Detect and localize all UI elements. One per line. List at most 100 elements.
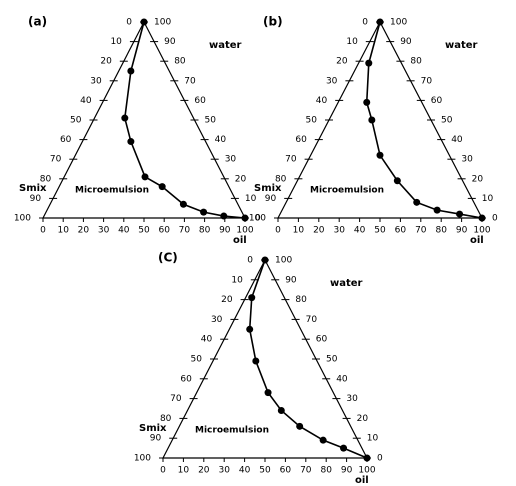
data-point bbox=[340, 444, 348, 452]
smix-tick-label: 80 bbox=[275, 174, 287, 184]
smix-tick-label: 50 bbox=[191, 355, 203, 365]
water-tick-label: 0 bbox=[492, 214, 498, 224]
data-point bbox=[376, 151, 384, 159]
smix-tick-label: 0 bbox=[247, 256, 253, 266]
data-point bbox=[261, 256, 269, 264]
smix-tick-label: 0 bbox=[126, 18, 132, 28]
oil-tick-label: 70 bbox=[300, 466, 312, 476]
oil-tick-label: 40 bbox=[354, 226, 366, 236]
oil-tick-label: 20 bbox=[313, 226, 325, 236]
smix-tick-label: 20 bbox=[100, 57, 112, 67]
smix-tick-label: 20 bbox=[336, 57, 348, 67]
annotation: Microemulsion bbox=[195, 426, 269, 436]
water-tick-label: 80 bbox=[410, 57, 422, 67]
oil-tick-label: 10 bbox=[57, 226, 69, 236]
data-point bbox=[252, 357, 260, 365]
water-tick-label: 100 bbox=[154, 18, 171, 28]
data-point bbox=[368, 116, 376, 124]
water-tick-label: 100 bbox=[390, 18, 407, 28]
oil-tick-label: 60 bbox=[280, 466, 292, 476]
oil-tick-label: 80 bbox=[435, 226, 447, 236]
smix-tick-label: 40 bbox=[316, 96, 328, 106]
water-tick-label: 40 bbox=[336, 374, 348, 384]
data-point bbox=[220, 212, 228, 220]
oil-tick-label: 100 bbox=[473, 226, 490, 236]
oil-tick-label: 70 bbox=[415, 226, 427, 236]
boundary-line bbox=[365, 21, 483, 219]
data-point bbox=[478, 214, 486, 222]
oil-tick-label: 60 bbox=[158, 226, 170, 236]
ternary-panel: (b) 0 0 0 10 10 10 20 20 20 30 30 30 40 40 40 50 50 50 60 60… bbox=[249, 15, 498, 247]
data-point bbox=[121, 114, 129, 122]
water-tick-label: 20 bbox=[472, 174, 484, 184]
water-tick-label: 90 bbox=[285, 275, 297, 285]
oil-tick-label: 30 bbox=[333, 226, 345, 236]
data-point bbox=[433, 206, 441, 214]
smix-tick-label: 80 bbox=[160, 414, 172, 424]
smix-tick-label: 10 bbox=[346, 37, 358, 47]
smix-label: Smix bbox=[139, 423, 167, 434]
water-tick-label: 60 bbox=[194, 96, 206, 106]
water-tick-label: 10 bbox=[367, 434, 379, 444]
smix-tick-label: 70 bbox=[285, 155, 297, 165]
water-tick-label: 10 bbox=[482, 194, 494, 204]
smix-tick-label: 50 bbox=[306, 116, 318, 126]
oil-tick-label: 100 bbox=[236, 226, 253, 236]
ternary-panel: (a) 0 0 0 10 10 10 20 20 20 30 30 30 40 40 40 50 50 50 60 60… bbox=[14, 15, 261, 247]
water-tick-label: 80 bbox=[295, 295, 307, 305]
smix-tick-label: 30 bbox=[326, 76, 338, 86]
oil-tick-label: 90 bbox=[219, 226, 231, 236]
data-point bbox=[158, 183, 166, 191]
water-tick-label: 70 bbox=[184, 76, 196, 86]
water-label: water bbox=[330, 278, 363, 289]
smix-tick-label: 90 bbox=[150, 434, 162, 444]
data-point bbox=[241, 214, 249, 222]
oil-tick-label: 60 bbox=[395, 226, 407, 236]
boundary-line bbox=[248, 259, 368, 459]
oil-label: oil bbox=[355, 475, 369, 486]
data-point bbox=[456, 210, 464, 218]
water-tick-label: 0 bbox=[377, 454, 383, 464]
smix-tick-label: 60 bbox=[180, 374, 192, 384]
data-point bbox=[365, 59, 373, 67]
smix-tick-label: 100 bbox=[14, 214, 31, 224]
annotation: Microemulsion bbox=[75, 186, 149, 196]
water-tick-label: 40 bbox=[451, 135, 463, 145]
boundary-line bbox=[123, 21, 246, 219]
data-point bbox=[179, 200, 187, 208]
data-point bbox=[127, 138, 135, 146]
smix-label: Smix bbox=[19, 183, 47, 194]
smix-tick-label: 100 bbox=[134, 454, 151, 464]
oil-tick-label: 30 bbox=[98, 226, 110, 236]
data-point bbox=[127, 67, 135, 75]
oil-tick-label: 100 bbox=[358, 466, 375, 476]
smix-tick-label: 30 bbox=[211, 315, 223, 325]
data-point bbox=[141, 173, 149, 181]
oil-tick-label: 10 bbox=[178, 466, 190, 476]
panel-label: (a) bbox=[28, 15, 47, 29]
smix-tick-label: 40 bbox=[80, 96, 92, 106]
water-tick-label: 20 bbox=[235, 174, 247, 184]
water-tick-label: 20 bbox=[357, 414, 369, 424]
water-tick-label: 70 bbox=[306, 315, 318, 325]
panel-label: (b) bbox=[263, 15, 283, 29]
oil-tick-label: 50 bbox=[374, 226, 386, 236]
ternary-panel: (C) 0 0 0 10 10 10 20 20 20 30 30 30 40 40 40 50 50 50 60 60… bbox=[134, 251, 383, 486]
data-point bbox=[376, 18, 384, 26]
oil-tick-label: 40 bbox=[239, 466, 251, 476]
data-point bbox=[248, 294, 256, 302]
annotation: Microemulsion bbox=[310, 186, 384, 196]
data-point bbox=[363, 454, 371, 462]
water-tick-label: 30 bbox=[225, 155, 237, 165]
water-tick-label: 60 bbox=[316, 335, 328, 345]
panel-label: (C) bbox=[158, 251, 178, 265]
data-point bbox=[277, 406, 285, 414]
data-point bbox=[296, 422, 304, 430]
water-tick-label: 90 bbox=[164, 37, 176, 47]
water-tick-label: 80 bbox=[174, 57, 186, 67]
oil-tick-label: 50 bbox=[138, 226, 150, 236]
oil-tick-label: 0 bbox=[275, 226, 281, 236]
smix-tick-label: 80 bbox=[40, 174, 52, 184]
data-point bbox=[264, 389, 272, 397]
